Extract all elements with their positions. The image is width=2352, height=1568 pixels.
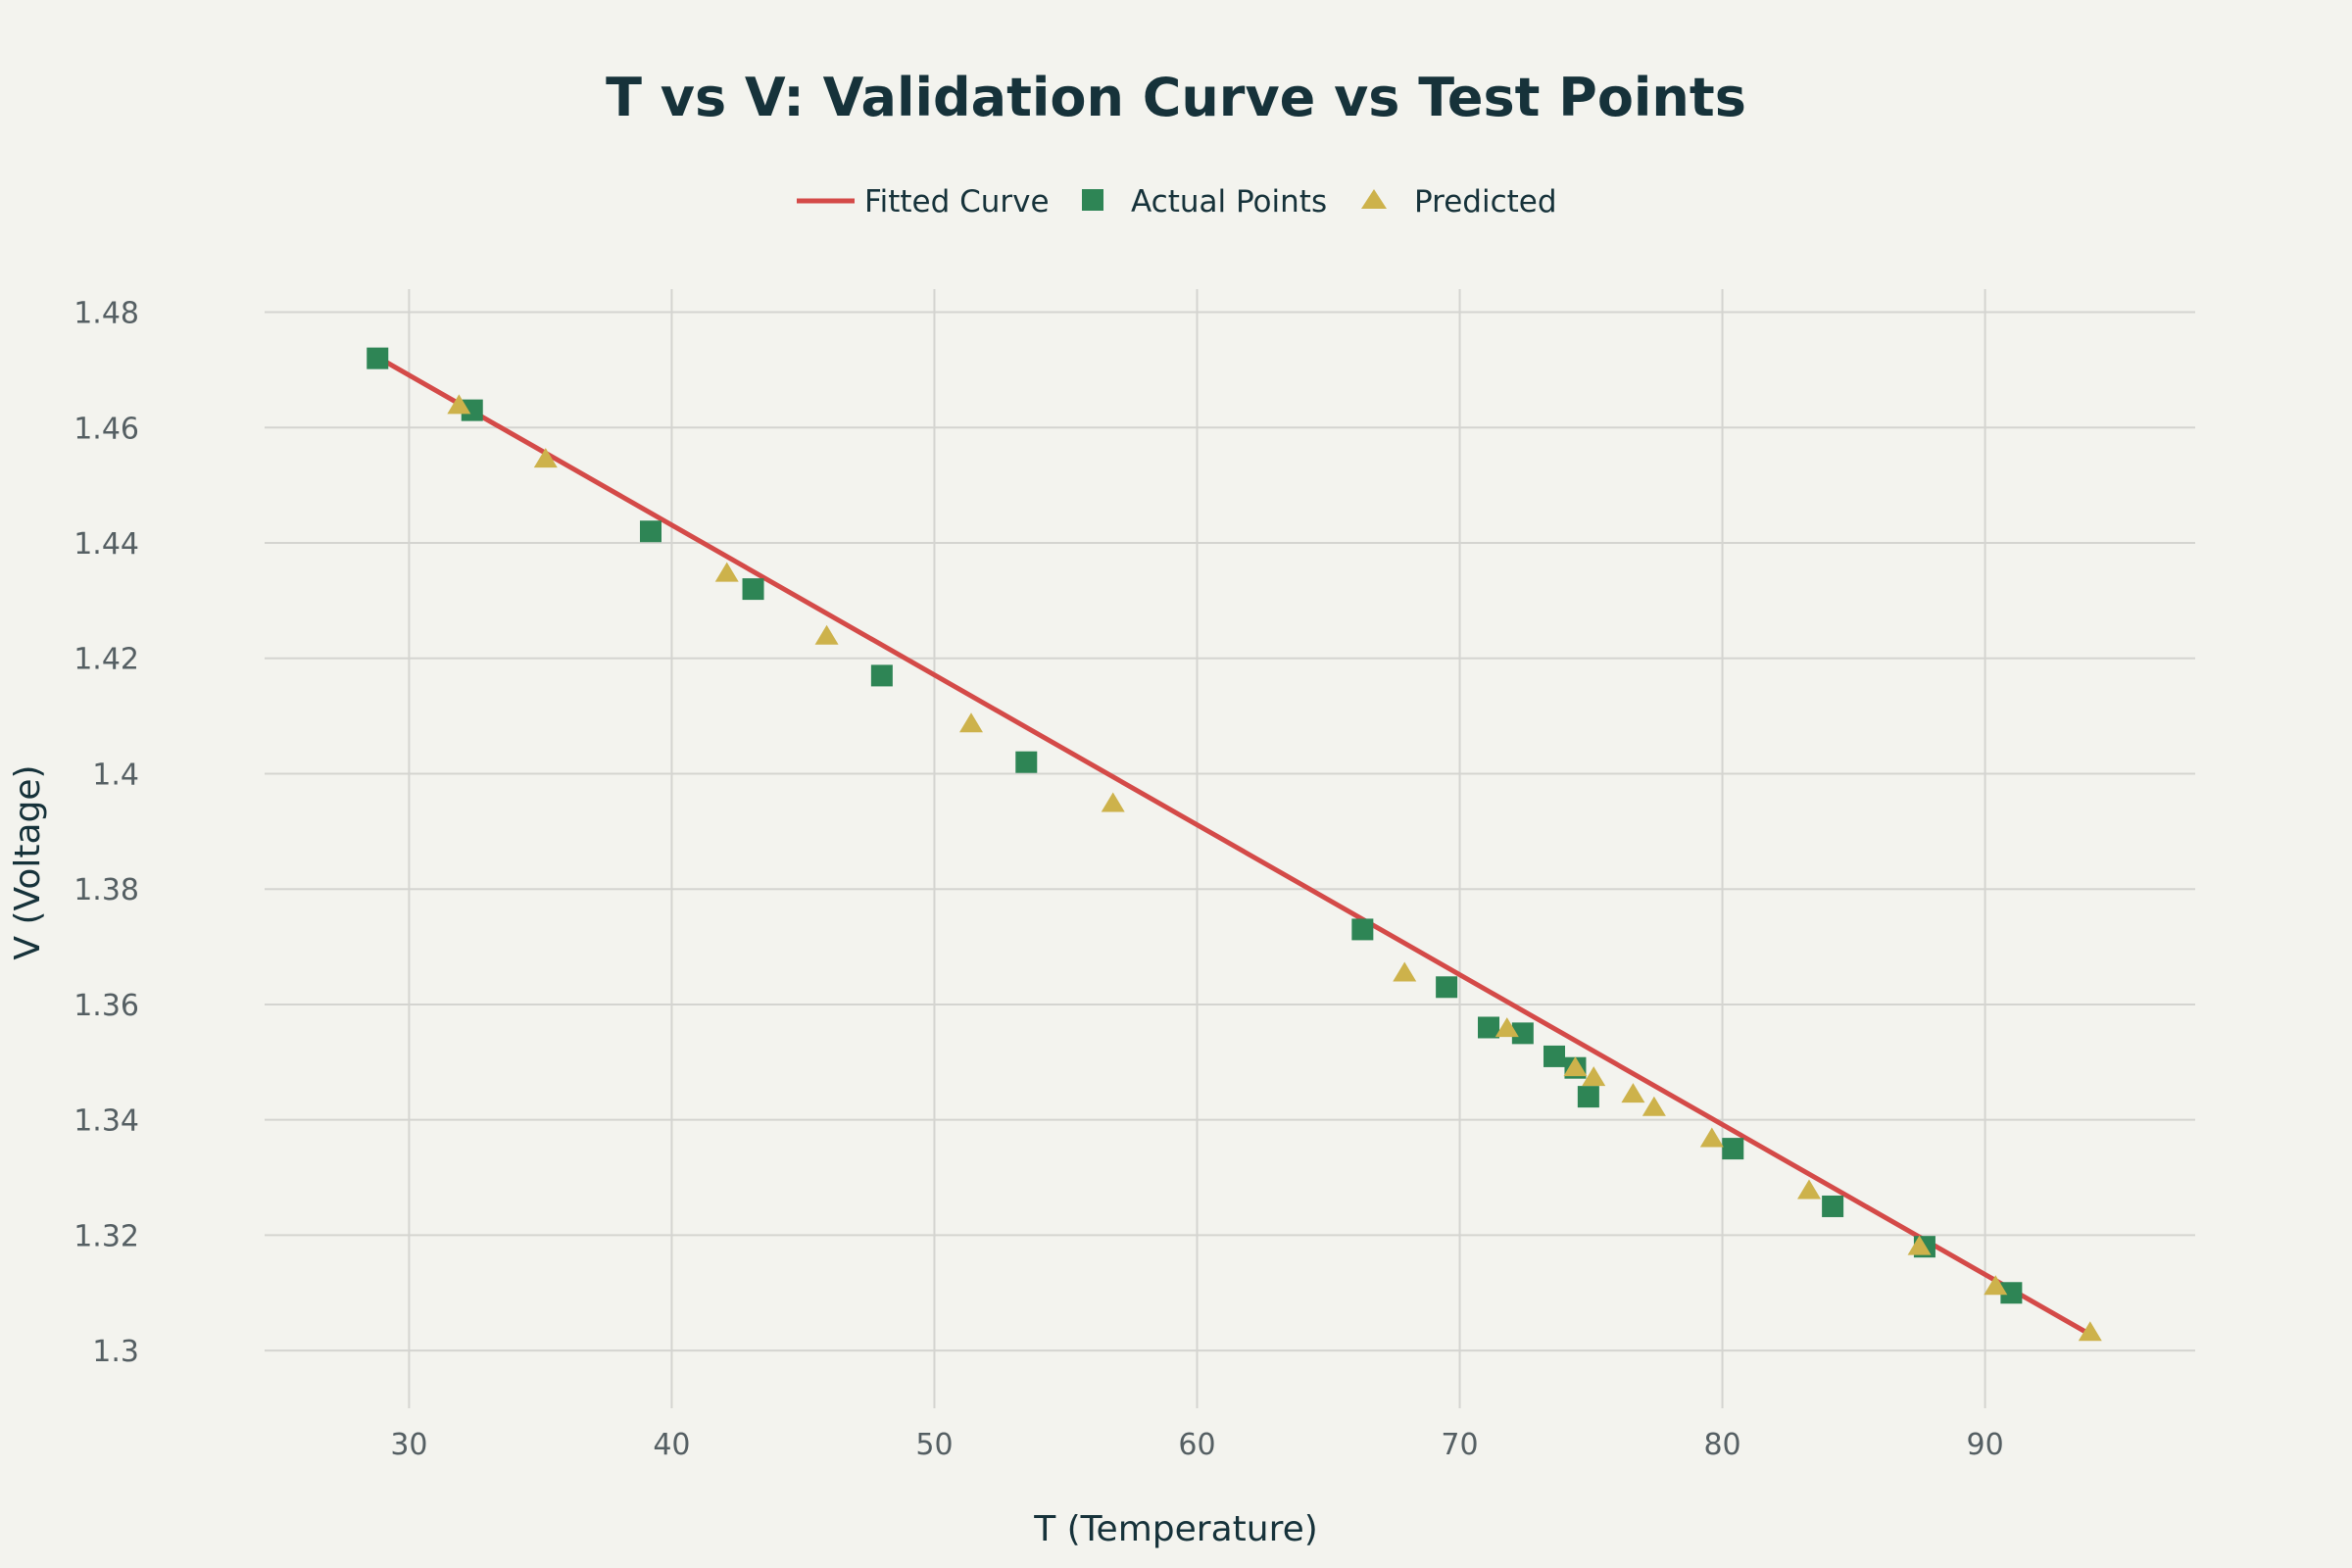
predicted-point-marker [1582, 1066, 1606, 1087]
predicted-point-marker [1101, 792, 1125, 812]
predicted-point-marker [1563, 1056, 1588, 1077]
y-tick-label: 1.36 [74, 989, 139, 1023]
predicted-point-marker [1494, 1017, 1519, 1038]
predicted-point-marker [2078, 1321, 2102, 1342]
y-tick-label: 1.44 [74, 527, 139, 562]
x-tick-label: 60 [1178, 1428, 1215, 1462]
y-tick-label: 1.42 [74, 643, 139, 677]
predicted-point-marker [1984, 1275, 2008, 1296]
y-tick-label: 1.34 [74, 1104, 139, 1139]
predicted-point-marker [814, 624, 839, 645]
actual-point-marker [367, 347, 389, 369]
y-tick-label: 1.46 [74, 412, 139, 446]
actual-point-marker [1478, 1016, 1500, 1039]
x-tick-label: 50 [915, 1428, 953, 1462]
actual-point-marker [1822, 1195, 1844, 1217]
actual-point-marker [870, 664, 893, 687]
y-axis-ticks: 1.3 1.32 1.34 1.36 1.38 1.4 1.42 1.44 1.46 1.48 [74, 297, 139, 1370]
legend-label-fitted-curve: Fitted Curve [864, 184, 1050, 220]
legend-triangle-swatch [1361, 189, 1387, 209]
y-tick-label: 1.48 [74, 297, 139, 331]
predicted-point-marker [533, 448, 558, 468]
x-tick-label: 40 [653, 1428, 690, 1462]
x-axis-title: T (Temperature) [1033, 1509, 1318, 1549]
actual-point-marker [1544, 1045, 1566, 1067]
plot-area [367, 347, 2102, 1342]
actual-point-marker [1436, 976, 1458, 999]
x-tick-label: 30 [390, 1428, 427, 1462]
actual-point-marker [1015, 751, 1038, 773]
predicted-point-marker [1642, 1096, 1666, 1116]
y-tick-label: 1.4 [92, 758, 139, 792]
predicted-point-marker [1907, 1235, 1932, 1255]
legend: Fitted Curve Actual Points Predicted [797, 184, 1557, 220]
actual-point-marker [2000, 1282, 2023, 1304]
actual-point-marker [742, 578, 764, 601]
predicted-point-marker [1393, 961, 1417, 982]
chart-title: T vs V: Validation Curve vs Test Points [606, 67, 1746, 128]
x-tick-label: 80 [1703, 1428, 1740, 1462]
legend-item-actual-points[interactable]: Actual Points [1082, 184, 1327, 220]
actual-point-marker [1351, 918, 1374, 941]
actual-point-marker [1722, 1138, 1744, 1160]
legend-label-predicted: Predicted [1414, 184, 1557, 220]
predicted-point-marker [1699, 1127, 1724, 1148]
x-axis-ticks: 30 40 50 60 70 80 90 [390, 1428, 2003, 1462]
y-axis-title: V (Voltage) [8, 764, 48, 959]
actual-point-marker [461, 399, 483, 421]
predicted-point-marker [1621, 1083, 1645, 1103]
actual-point-marker [640, 520, 662, 543]
predicted-point-marker [1797, 1179, 1821, 1200]
legend-square-swatch [1082, 189, 1103, 211]
y-tick-label: 1.32 [74, 1219, 139, 1253]
legend-item-predicted[interactable]: Predicted [1361, 184, 1557, 220]
predicted-point-marker [958, 712, 983, 733]
predicted-point-marker [714, 562, 739, 582]
actual-point-marker [1511, 1022, 1534, 1045]
y-tick-label: 1.38 [74, 873, 139, 907]
predicted-point-marker [447, 394, 471, 415]
y-tick-label: 1.3 [92, 1335, 139, 1369]
fitted-curve-line [374, 354, 2093, 1338]
legend-item-fitted-curve[interactable]: Fitted Curve [797, 184, 1050, 220]
x-tick-label: 90 [1966, 1428, 2003, 1462]
x-tick-label: 70 [1441, 1428, 1478, 1462]
legend-label-actual-points: Actual Points [1131, 184, 1327, 220]
actual-point-marker [1577, 1086, 1599, 1108]
grid [265, 289, 2195, 1408]
